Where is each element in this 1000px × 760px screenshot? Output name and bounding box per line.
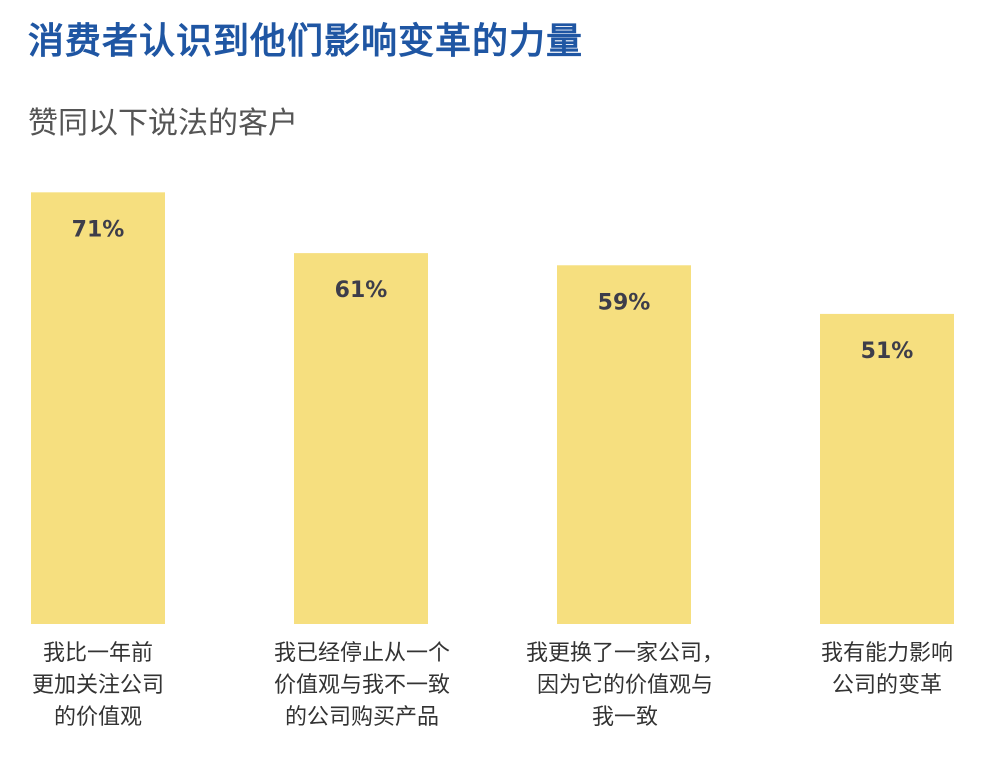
bar-3 <box>557 265 691 624</box>
category-label-4: 我有能力影响 公司的变革 <box>820 641 953 698</box>
category-label-2: 我已经停止从一个 价值观与我不一致 的公司购买产品 <box>273 641 450 730</box>
category-label-3: 我更换了一家公司， 因为它的价值观与 我一致 <box>525 641 724 730</box>
bar-1 <box>31 192 165 624</box>
bar-value-label-3: 59% <box>598 290 651 315</box>
bar-4 <box>820 313 954 624</box>
bar-value-label-1: 71% <box>72 217 125 242</box>
bar-value-label-4: 51% <box>861 339 914 364</box>
bar-2 <box>294 253 428 624</box>
bar-value-label-2: 61% <box>335 278 388 303</box>
category-label-1: 我比一年前 更加关注公司 的价值观 <box>31 641 164 730</box>
chart-title: 消费者认识到他们影响变革的力量 <box>28 21 584 62</box>
chart-subtitle: 赞同以下说法的客户 <box>28 106 298 141</box>
